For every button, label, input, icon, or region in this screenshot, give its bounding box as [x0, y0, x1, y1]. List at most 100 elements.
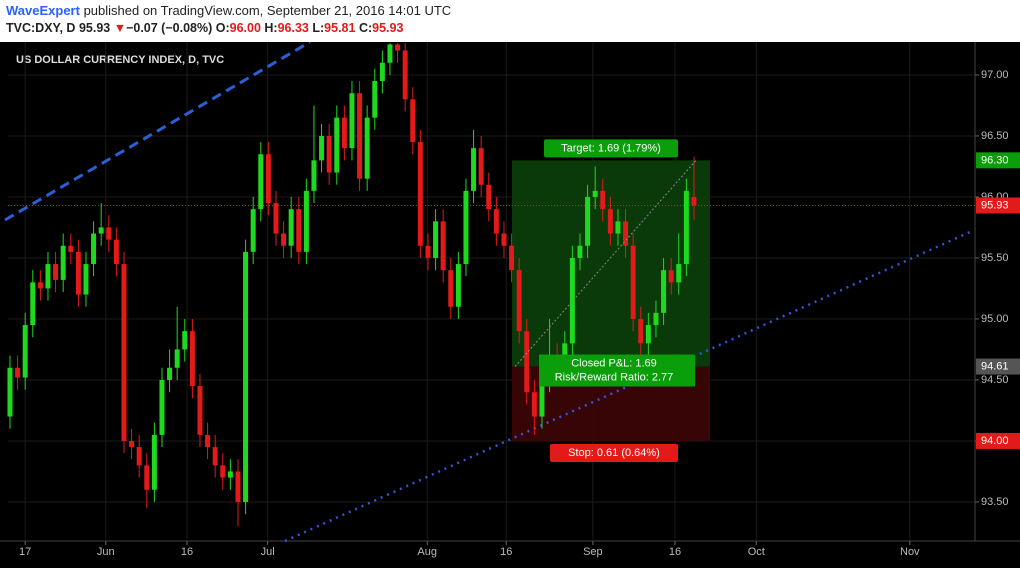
candle-body	[296, 209, 302, 252]
price-label-bg	[976, 432, 1020, 449]
candle-body	[319, 135, 325, 161]
candle-body	[524, 331, 530, 393]
v: 96.33	[277, 21, 309, 35]
published: published on TradingView.com, September …	[83, 3, 452, 18]
k: H:	[264, 21, 278, 35]
price-label: 95.93	[981, 199, 1009, 211]
candle-body	[509, 245, 515, 271]
candle-body	[395, 44, 401, 51]
candle-body	[478, 148, 484, 185]
candle-body	[357, 93, 363, 179]
candle-body	[151, 434, 157, 490]
candle-body	[91, 233, 97, 265]
candle-body	[303, 190, 309, 252]
candle-body	[75, 251, 81, 295]
x-tick-label: 16	[500, 546, 512, 558]
header: WaveExpert published on TradingView.com,…	[0, 0, 1020, 42]
pnl-bg	[539, 354, 695, 387]
candle-body	[60, 245, 66, 280]
candle-body	[630, 245, 636, 319]
price-label-bg	[976, 197, 1020, 214]
candle-body	[471, 148, 477, 191]
chart: US DOLLAR CURRENCY INDEX, D, TVC 93.50 94…	[0, 42, 1020, 568]
author[interactable]: WaveExpert	[6, 3, 80, 18]
candle-body	[197, 386, 203, 435]
candle-body	[493, 209, 499, 234]
position-label: Target: 1.69 (1.79%)	[561, 142, 661, 154]
candle-body	[486, 184, 492, 210]
candle-body	[516, 270, 522, 332]
candle-body	[167, 367, 173, 380]
candle-body	[402, 50, 408, 100]
v: 96.00	[229, 21, 261, 35]
candle-body	[159, 379, 165, 435]
candle-body	[113, 239, 119, 265]
k: C:	[358, 21, 373, 35]
candle-body	[615, 221, 621, 234]
candle-body	[182, 331, 188, 350]
y-tick-label: 96.50	[981, 130, 1009, 142]
ohlc-h: H:96.33	[264, 21, 308, 35]
candle-body	[37, 282, 43, 289]
candle-body	[623, 221, 629, 246]
candle-body	[577, 245, 583, 258]
candle-body	[600, 190, 606, 210]
candle-body	[463, 190, 469, 265]
candle-body	[68, 245, 74, 252]
candle-body	[281, 233, 287, 246]
candle-body	[98, 227, 104, 234]
ohlc-c: C:95.93	[359, 21, 403, 35]
ohlc-o: O:96.00	[216, 21, 261, 35]
candle-body	[83, 264, 89, 295]
rr-label: Risk/Reward Ratio: 2.77	[555, 371, 674, 383]
candle-body	[638, 318, 644, 344]
candle-body	[448, 270, 454, 307]
candle-body	[645, 325, 651, 344]
candle-body	[334, 117, 340, 173]
candle-body	[106, 227, 112, 240]
candle-body	[691, 196, 697, 206]
x-tick-label: Sep	[583, 546, 603, 558]
candle-body	[129, 440, 135, 448]
y-tick-label: 95.50	[981, 252, 1009, 264]
symbol-line: TVC:DXY, D 95.93 ▼−0.07 (−0.08%) O:96.00…	[6, 21, 403, 35]
y-tick-label: 93.50	[981, 496, 1009, 508]
candle-body	[258, 154, 264, 210]
x-tick-label: Nov	[900, 546, 920, 558]
candle-body	[569, 257, 575, 344]
candle-body	[501, 233, 507, 246]
candle-body	[455, 264, 461, 307]
change: −0.07 (−0.08%)	[126, 21, 213, 35]
candle-body	[265, 154, 271, 204]
candle-body	[250, 209, 256, 252]
price-label: 96.30	[981, 154, 1009, 166]
candle-body	[539, 379, 545, 417]
x-tick-label: 17	[19, 546, 31, 558]
candle-body	[22, 325, 28, 378]
v: 95.81	[324, 21, 356, 35]
price-label: 94.00	[981, 435, 1009, 447]
k: L:	[312, 21, 325, 35]
x-tick-label: 16	[669, 546, 681, 558]
candle-body	[174, 349, 180, 368]
trend-line-upper	[4, 42, 311, 222]
x-tick-label: Aug	[417, 546, 437, 558]
trade-line	[514, 160, 697, 367]
candle-body	[410, 99, 416, 143]
candle-body	[440, 221, 446, 271]
candle-body	[592, 190, 598, 197]
candle-body	[136, 447, 142, 466]
symbol: TVC:DXY, D	[6, 21, 76, 35]
candle-body	[379, 62, 385, 82]
ohlc-l: L:95.81	[312, 21, 355, 35]
candle-body	[531, 392, 537, 417]
v: 95.93	[372, 21, 404, 35]
candle-body	[585, 196, 591, 246]
price-label-bg	[976, 152, 1020, 169]
candle-body	[227, 471, 233, 478]
candle-body	[676, 264, 682, 283]
candle-body	[417, 142, 423, 246]
candle-body	[607, 209, 613, 234]
position-label: Stop: 0.61 (0.64%)	[568, 447, 660, 459]
